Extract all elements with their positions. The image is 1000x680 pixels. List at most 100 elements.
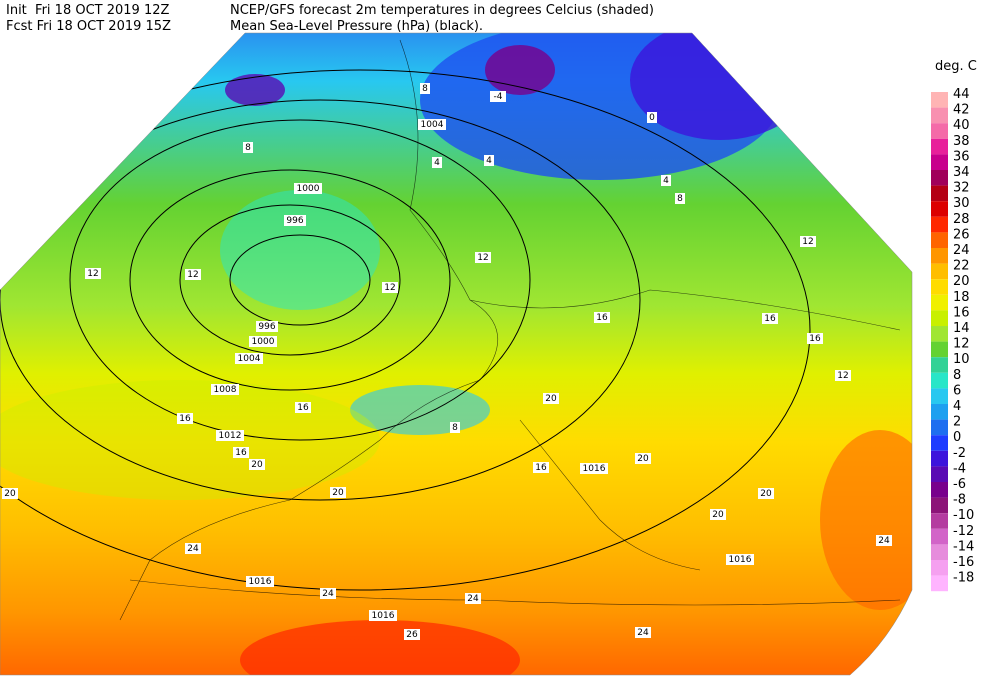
legend-swatch (931, 575, 948, 592)
label-box (249, 336, 277, 347)
contour-label-text: 24 (187, 544, 199, 554)
label-box (675, 193, 685, 204)
contour-label-text: 1016 (729, 555, 752, 565)
legend-label: 36 (953, 149, 970, 164)
legend-label: -8 (953, 493, 966, 508)
contour-label-text: 26 (406, 630, 418, 640)
legend-swatch (931, 497, 948, 514)
legend-swatch (931, 388, 948, 404)
legend-label: 42 (953, 103, 970, 118)
contour-label-text: 16 (809, 334, 821, 344)
label-box (404, 629, 420, 640)
legend-label: -4 (953, 461, 966, 476)
contour-label: 16 (533, 462, 549, 473)
subtitle: Mean Sea-Level Pressure (hPa) (black). (230, 19, 483, 34)
contour-label: 1012 (216, 430, 244, 441)
legend-label: 32 (953, 181, 970, 196)
label-box (635, 627, 651, 638)
label-box (710, 509, 726, 520)
contour-label: 1004 (235, 353, 263, 364)
contour-label: 20 (635, 453, 651, 464)
label-box (369, 610, 397, 621)
legend-label: 38 (953, 134, 970, 149)
contour-label-text: 996 (258, 322, 275, 332)
contour-label: 8 (243, 142, 253, 153)
label-box (543, 393, 559, 404)
contour-label: 12 (382, 282, 398, 293)
label-box (249, 459, 265, 470)
label-box (580, 463, 608, 474)
legend-label: 26 (953, 227, 970, 242)
label-box (465, 593, 481, 604)
legend-swatch (931, 107, 948, 124)
contour-label: 16 (594, 312, 610, 323)
label-box (835, 370, 851, 381)
contour-label: 1016 (246, 576, 274, 587)
legend-swatch (931, 279, 948, 295)
contour-label-text: 16 (235, 448, 247, 458)
contour-label-text: 16 (535, 463, 547, 473)
contour-label-text: 24 (637, 628, 649, 638)
contour-label: 1008 (211, 384, 239, 395)
label-box (661, 175, 671, 186)
label-box (432, 157, 442, 168)
contour-label-text: 0 (649, 113, 655, 123)
contour-label-text: 20 (545, 394, 557, 404)
legend-swatch (931, 248, 948, 264)
contour-label-text: 8 (452, 423, 458, 433)
fcst-line: Fcst Fri 18 OCT 2019 15Z (6, 19, 171, 34)
legend-swatch (931, 170, 948, 186)
legend: 4442403836343230282624222018161412108642… (931, 87, 974, 592)
contour-label: 996 (284, 215, 306, 226)
label-box (800, 236, 816, 247)
label-box (2, 488, 18, 499)
legend-label: 8 (953, 368, 961, 383)
legend-swatch (931, 92, 948, 108)
label-box (294, 183, 322, 194)
contour-label-text: 12 (802, 237, 813, 247)
contour-label: 20 (2, 488, 18, 499)
label-box (647, 112, 657, 123)
title: NCEP/GFS forecast 2m temperatures in deg… (230, 3, 654, 18)
legend-label: 2 (953, 415, 961, 430)
contour-label: 20 (249, 459, 265, 470)
label-box (420, 83, 430, 94)
contour-label: 12 (85, 268, 101, 279)
contour-label: 4 (661, 175, 671, 186)
legend-label: 18 (953, 290, 970, 305)
contour-label-text: 12 (87, 269, 98, 279)
contour-label-text: 1004 (421, 120, 444, 130)
legend-swatch (931, 357, 948, 373)
contour-label-text: 20 (712, 510, 724, 520)
contour-label: 16 (762, 313, 778, 324)
contour-label-text: 16 (596, 313, 608, 323)
contour-label-text: 1000 (297, 184, 320, 194)
contour-label: 1016 (726, 554, 754, 565)
contour-label: 26 (404, 629, 420, 640)
contour-label-text: 24 (322, 589, 334, 599)
contour-label: 20 (543, 393, 559, 404)
label-box (85, 268, 101, 279)
contour-label: 1000 (249, 336, 277, 347)
legend-label: -6 (953, 477, 966, 492)
contour-label: 8 (450, 422, 460, 433)
label-box (256, 321, 278, 332)
legend-swatch (931, 216, 948, 233)
contour-label: 8 (675, 193, 685, 204)
contour-label-text: 8 (422, 84, 428, 94)
contour-label-text: 20 (4, 489, 16, 499)
legend-label: 0 (953, 430, 961, 445)
contour-label: 996 (256, 321, 278, 332)
label-box (533, 462, 549, 473)
label-box (758, 488, 774, 499)
contour-label-text: 24 (467, 594, 479, 604)
legend-swatch (931, 310, 948, 326)
contour-label-text: 1012 (219, 431, 242, 441)
contour-label: -4 (490, 91, 506, 102)
contour-label-text: 1016 (583, 464, 606, 474)
contour-label-text: 20 (637, 454, 649, 464)
contour-label-text: 8 (677, 194, 683, 204)
contour-label-text: 12 (187, 270, 198, 280)
legend-swatch (931, 326, 948, 342)
